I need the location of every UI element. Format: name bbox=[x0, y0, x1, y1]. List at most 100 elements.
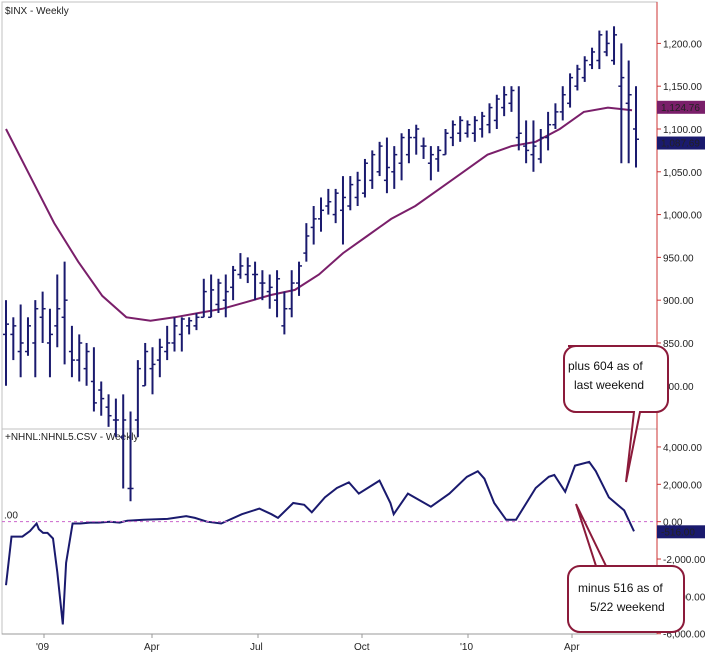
price-tick-label: 850.00 bbox=[663, 339, 694, 350]
ohlc-bar bbox=[61, 261, 68, 365]
ohlc-bar bbox=[633, 86, 639, 168]
last-price-tag: 1,087.69 bbox=[657, 136, 705, 150]
ohlc-bar bbox=[581, 56, 588, 82]
ohlc-bar bbox=[325, 188, 332, 215]
ohlc-bar bbox=[391, 146, 398, 189]
ohlc-bar bbox=[442, 128, 449, 156]
nhnl-tick-label: 2,000.00 bbox=[663, 480, 702, 491]
ohlc-bar bbox=[164, 325, 171, 361]
ma-price-label: 1,124.76 bbox=[661, 103, 700, 114]
ohlc-bar bbox=[10, 317, 17, 361]
x-tick-label: '10 bbox=[460, 642, 473, 653]
ohlc-bar bbox=[574, 64, 581, 91]
ohlc-bar bbox=[244, 257, 251, 284]
ohlc-bar bbox=[171, 317, 178, 352]
zero-line-label: .00 bbox=[4, 511, 18, 522]
ohlc-bar bbox=[288, 270, 295, 318]
nhnl-tick-label: 0.00 bbox=[663, 518, 683, 529]
ohlc-bar bbox=[479, 111, 486, 138]
ohlc-bar bbox=[611, 26, 618, 65]
ohlc-bar bbox=[405, 128, 412, 164]
ohlc-bar bbox=[112, 398, 119, 438]
ohlc-bar bbox=[178, 317, 185, 352]
ohlc-bar bbox=[567, 73, 574, 108]
ohlc-bar bbox=[127, 411, 134, 502]
ohlc-bar bbox=[523, 120, 530, 164]
nhnl-line bbox=[5, 460, 635, 625]
price-y-axis-ticks: 1,200.00 1,150.00 1,100.00 1,050.00 1,000.00… bbox=[657, 39, 702, 393]
ohlc-bar bbox=[215, 278, 222, 314]
ohlc-bar bbox=[369, 150, 376, 189]
price-tick-label: 1,000.00 bbox=[663, 211, 702, 222]
ohlc-bar bbox=[457, 116, 464, 142]
ohlc-bar bbox=[149, 347, 156, 395]
price-tick-label: 800.00 bbox=[663, 382, 694, 393]
ohlc-bar bbox=[90, 347, 97, 412]
ohlc-bar bbox=[347, 176, 354, 211]
ohlc-bar bbox=[545, 111, 552, 151]
x-axis-labels: '09 Apr Jul Oct '10 Apr bbox=[36, 634, 580, 653]
ohlc-bar bbox=[471, 116, 478, 142]
price-tick-label: 900.00 bbox=[663, 296, 694, 307]
ohlc-bar bbox=[252, 261, 259, 301]
nhnl-panel-title: +NHNL:NHNL5.CSV - Weekly bbox=[5, 432, 138, 443]
ohlc-bar bbox=[354, 171, 361, 207]
ohlc-bar bbox=[603, 30, 610, 57]
bottom-panel-frame bbox=[1, 428, 658, 635]
ohlc-bar bbox=[237, 253, 244, 279]
ohlc-bar bbox=[200, 278, 207, 319]
ohlc-bar bbox=[68, 325, 75, 378]
x-tick-label: Oct bbox=[354, 642, 370, 653]
ohlc-bar bbox=[266, 274, 273, 309]
ohlc-bar bbox=[274, 270, 281, 318]
x-tick-label: '09 bbox=[36, 642, 49, 653]
ohlc-bar bbox=[427, 146, 434, 181]
price-tick-label: 1,100.00 bbox=[663, 125, 702, 136]
last-price-label: 1,087.69 bbox=[661, 139, 700, 150]
ohlc-bar bbox=[361, 158, 368, 198]
callout-minus-line1: minus 516 as of bbox=[578, 581, 663, 595]
x-tick-label: Apr bbox=[564, 642, 580, 653]
ohlc-bar bbox=[413, 124, 420, 155]
ohlc-bar bbox=[186, 317, 193, 335]
ohlc-bar bbox=[449, 120, 456, 147]
ohlc-bar bbox=[486, 103, 493, 134]
nhnl-tick-label: 4,000.00 bbox=[663, 443, 702, 454]
x-tick-label: Jul bbox=[250, 642, 263, 653]
ohlc-bar bbox=[281, 291, 288, 335]
ohlc-bar bbox=[193, 313, 200, 331]
ohlc-bar bbox=[54, 274, 61, 348]
ohlc-bar bbox=[618, 43, 625, 164]
ohlc-bar bbox=[39, 291, 46, 343]
ohlc-bar bbox=[589, 47, 596, 70]
ohlc-bar bbox=[559, 86, 566, 121]
ohlc-bar bbox=[303, 223, 310, 262]
ohlc-bar bbox=[32, 300, 39, 378]
price-tick-label: 950.00 bbox=[663, 253, 694, 264]
price-tick-label: 1,200.00 bbox=[663, 39, 702, 50]
price-tick-label: 1,150.00 bbox=[663, 82, 702, 93]
callout-plus-line1: plus 604 as of bbox=[568, 359, 643, 373]
ohlc-bar bbox=[376, 141, 383, 177]
nhnl-tick-label: -6,000.00 bbox=[663, 630, 706, 641]
ohlc-bar bbox=[508, 86, 515, 112]
ohlc-bar bbox=[222, 274, 229, 318]
ohlc-bar bbox=[3, 300, 9, 386]
ohlc-bar bbox=[46, 308, 53, 378]
ohlc-bar bbox=[537, 128, 544, 164]
ohlc-bar bbox=[120, 394, 127, 489]
ohlc-bar bbox=[230, 265, 237, 301]
callout-plus-line2: last weekend bbox=[574, 378, 644, 392]
nhnl-path bbox=[5, 460, 635, 625]
ohlc-bar bbox=[76, 334, 83, 382]
ohlc-bar bbox=[318, 197, 324, 232]
ohlc-bar bbox=[515, 86, 522, 151]
ohlc-bar bbox=[493, 94, 500, 129]
ohlc-bar bbox=[332, 188, 339, 224]
x-tick-label: Apr bbox=[144, 642, 160, 653]
ohlc-bar bbox=[596, 30, 603, 70]
ohlc-bar bbox=[296, 261, 303, 296]
ohlc-bar bbox=[420, 137, 427, 159]
nhnl-last-label: -516.00 bbox=[661, 527, 695, 538]
callout-minus: minus 516 as of 5/22 weekend bbox=[567, 503, 685, 633]
